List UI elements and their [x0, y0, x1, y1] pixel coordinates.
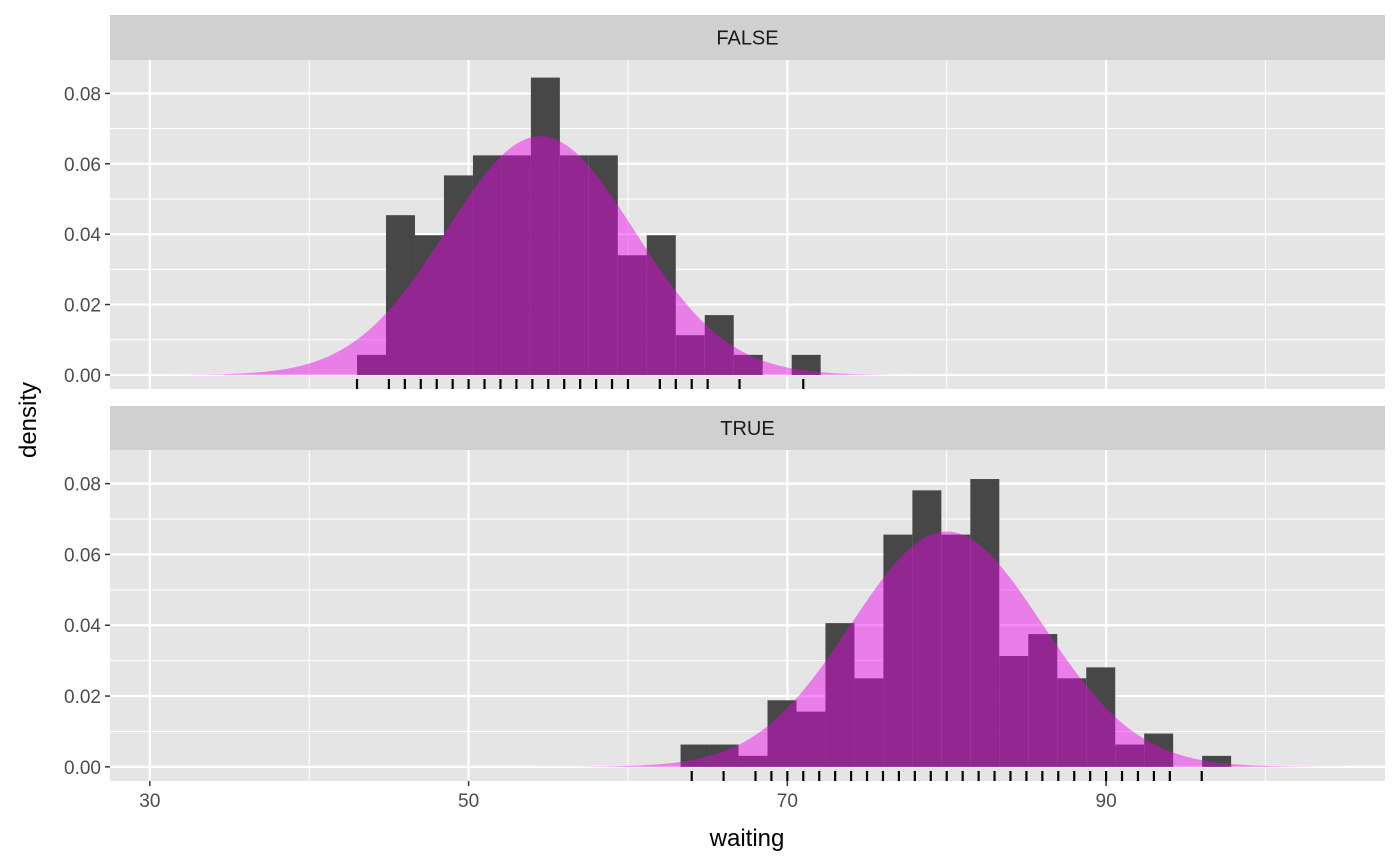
facet-strip [110, 15, 1385, 60]
facet-strip-label: FALSE [716, 28, 778, 50]
histogram-bar [1202, 755, 1232, 767]
facet-panels: FALSE0.000.020.040.060.08TRUE0.000.020.0… [64, 15, 1385, 781]
histogram-bar [559, 155, 589, 375]
histogram-bar [501, 155, 531, 375]
histogram-bar [1086, 667, 1116, 767]
y-axis: 0.00 0.02 0.04 0.06 0.08 [64, 84, 110, 387]
y-axis: 0.00 0.02 0.04 0.06 0.08 [64, 475, 110, 779]
gridlines [110, 60, 1385, 389]
histogram-bars [357, 77, 821, 375]
histogram-bar [1144, 733, 1174, 767]
facet-strip [110, 406, 1385, 450]
panel-background [110, 450, 1385, 781]
histogram-bar [854, 678, 884, 767]
histogram-bars [680, 479, 1232, 767]
facet-false: FALSE 0.00 0.02 0.04 0.06 0.08 [64, 15, 1385, 389]
histogram-bar [767, 700, 797, 767]
y-axis-title: density [15, 382, 42, 458]
histogram-bar [1028, 634, 1058, 767]
histogram-bar [357, 354, 387, 375]
histogram-bar [704, 315, 734, 375]
x-axis-title: waiting [709, 825, 785, 852]
y-tick-label: 0.08 [64, 84, 101, 105]
histogram-bar [414, 235, 444, 375]
histogram-bar [680, 744, 710, 767]
histogram-bar [675, 335, 705, 375]
histogram-bar [791, 354, 821, 375]
histogram-bar [999, 656, 1029, 767]
panel-background [110, 60, 1385, 389]
rug [690, 771, 1203, 781]
density-curve [149, 531, 1346, 767]
y-tick-label: 0.04 [64, 225, 101, 246]
facet-true: TRUE 0.00 0.02 0.04 0.06 0.08 [64, 406, 1385, 781]
histogram-bar [796, 711, 826, 767]
histogram-bar [738, 755, 768, 767]
histogram-bar [883, 534, 913, 767]
histogram-bar [1057, 678, 1087, 767]
histogram-bar [617, 255, 647, 375]
histogram-bar [941, 534, 971, 767]
facet-strip-label: TRUE [720, 418, 774, 440]
histogram-bar [386, 215, 415, 375]
histogram-bar [733, 354, 763, 375]
y-tick-label: 0.06 [64, 545, 101, 566]
histogram-bar [530, 77, 560, 375]
histogram-bar [443, 175, 473, 375]
y-tick-label: 0.06 [64, 155, 101, 176]
density-curve [149, 136, 1346, 375]
histogram-bar [646, 235, 676, 375]
x-tick-label: 50 [458, 791, 479, 812]
histogram-bar [970, 479, 1000, 767]
x-axis: 30 50 70 90 [139, 781, 1117, 812]
histogram-bar [825, 623, 855, 767]
x-tick-label: 30 [139, 791, 160, 812]
histogram-bar [472, 155, 502, 375]
histogram-bar [1115, 744, 1145, 767]
y-tick-label: 0.08 [64, 475, 101, 496]
gridlines [110, 450, 1385, 781]
y-tick-label: 0.02 [64, 296, 101, 317]
histogram-bar [709, 744, 739, 767]
histogram-bar [912, 490, 942, 767]
x-tick-label: 70 [777, 791, 798, 812]
y-tick-label: 0.02 [64, 687, 101, 708]
y-tick-label: 0.04 [64, 616, 101, 637]
rug [355, 379, 805, 389]
histogram-bar [588, 155, 618, 375]
y-tick-label: 0.00 [64, 366, 101, 387]
x-tick-label: 90 [1096, 791, 1117, 812]
y-tick-label: 0.00 [64, 758, 101, 779]
